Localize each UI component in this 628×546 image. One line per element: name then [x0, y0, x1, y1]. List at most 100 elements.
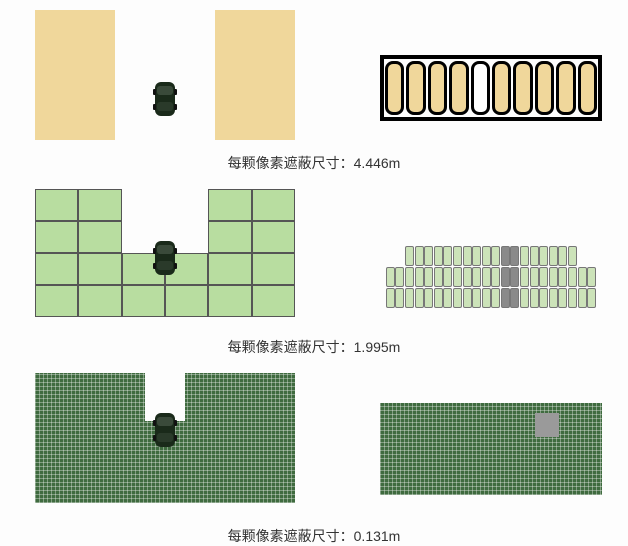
- mini-cell: [453, 288, 462, 308]
- grid-cell: [165, 189, 208, 221]
- mini-cell: [501, 288, 510, 308]
- row3-right-scene: [380, 403, 602, 495]
- mini-cell: [482, 288, 491, 308]
- mini-cell: [472, 267, 481, 287]
- barcode-bar: [428, 61, 447, 115]
- caption-row2: 每颗像素遮蔽尺寸：1.995m: [0, 337, 628, 357]
- mini-cell: [491, 267, 500, 287]
- barcode-bar: [513, 61, 532, 115]
- grid-cell: [78, 189, 121, 221]
- grid-cell: [122, 189, 165, 221]
- row3-left-scene: [35, 373, 295, 503]
- grid-cell: [252, 221, 295, 253]
- mini-cell: [510, 288, 519, 308]
- grid-cell: [78, 285, 121, 317]
- mini-cell: [501, 267, 510, 287]
- mini-cell: [395, 288, 404, 308]
- grid-cell: [78, 221, 121, 253]
- mini-cell: [434, 246, 443, 266]
- mini-cell: [578, 267, 587, 287]
- barcode-bar: [449, 61, 468, 115]
- mini-cell: [415, 267, 424, 287]
- mini-cell: [472, 246, 481, 266]
- mini-cell: [587, 288, 596, 308]
- mini-cell: [539, 288, 548, 308]
- mini-cell: [463, 246, 472, 266]
- grid-cell: [208, 285, 251, 317]
- barcode-bar: [492, 61, 511, 115]
- pixel-slab: [35, 10, 115, 140]
- mini-cell: [443, 246, 452, 266]
- grid-cell: [78, 253, 121, 285]
- mini-cell: [415, 246, 424, 266]
- mini-cell: [539, 246, 548, 266]
- grid-cell: [252, 285, 295, 317]
- grid-cell: [208, 253, 251, 285]
- mini-cell: [463, 267, 472, 287]
- barcode-bar: [578, 61, 597, 115]
- mini-cell: [443, 267, 452, 287]
- mini-cell: [587, 267, 596, 287]
- mini-cell: [424, 288, 433, 308]
- mini-cell: [482, 246, 491, 266]
- mini-cell: [386, 288, 395, 308]
- mini-cell: [558, 246, 567, 266]
- mini-cell: [491, 246, 500, 266]
- mini-cell: [434, 288, 443, 308]
- grid-notch: [145, 373, 185, 421]
- row1-barcode: [380, 55, 602, 121]
- mini-cell: [434, 267, 443, 287]
- caption-row3: 每颗像素遮蔽尺寸：0.131m: [0, 526, 628, 546]
- mini-cell: [520, 246, 529, 266]
- grid-cell: [35, 253, 78, 285]
- grid-cell: [35, 285, 78, 317]
- mini-cell: [568, 267, 577, 287]
- caption-row1: 每颗像素遮蔽尺寸：4.446m: [0, 153, 628, 173]
- grid-cell: [252, 253, 295, 285]
- mini-cell: [405, 246, 414, 266]
- mini-cell: [568, 246, 577, 266]
- mini-cell: [443, 288, 452, 308]
- grid-cell: [35, 221, 78, 253]
- mini-cell: [578, 288, 587, 308]
- row-2: [0, 189, 628, 329]
- grid-cell: [122, 253, 165, 285]
- grid-cell: [165, 285, 208, 317]
- mini-cell: [472, 288, 481, 308]
- grid-cell: [252, 189, 295, 221]
- grid-cell: [208, 221, 251, 253]
- mini-cell: [568, 288, 577, 308]
- mini-cell: [501, 246, 510, 266]
- grid-cell: [165, 253, 208, 285]
- gray-patch: [535, 413, 559, 437]
- mini-cell: [453, 267, 462, 287]
- mini-cell: [549, 246, 558, 266]
- mini-cell: [549, 288, 558, 308]
- grid-cell: [165, 221, 208, 253]
- mini-cell: [482, 267, 491, 287]
- row2-mini-grid: [380, 245, 602, 308]
- mini-cell: [520, 288, 529, 308]
- car-icon: [151, 80, 179, 118]
- mini-cell: [558, 267, 567, 287]
- row-3: [0, 373, 628, 518]
- mini-cell: [530, 288, 539, 308]
- row-1: [0, 0, 628, 145]
- mini-cell: [510, 246, 519, 266]
- mini-cell: [549, 267, 558, 287]
- grid-cell: [208, 189, 251, 221]
- barcode-bar: [471, 61, 490, 115]
- fine-grid: [380, 403, 602, 495]
- mini-cell: [539, 267, 548, 287]
- barcode-bar: [556, 61, 575, 115]
- mini-cell: [530, 246, 539, 266]
- mini-cell: [491, 288, 500, 308]
- mini-cell: [386, 267, 395, 287]
- row2-left-grid: [35, 189, 295, 317]
- mini-cell: [405, 288, 414, 308]
- mini-cell: [405, 267, 414, 287]
- mini-cell: [510, 267, 519, 287]
- barcode-bar: [406, 61, 425, 115]
- grid-cell: [122, 221, 165, 253]
- barcode-bar: [385, 61, 404, 115]
